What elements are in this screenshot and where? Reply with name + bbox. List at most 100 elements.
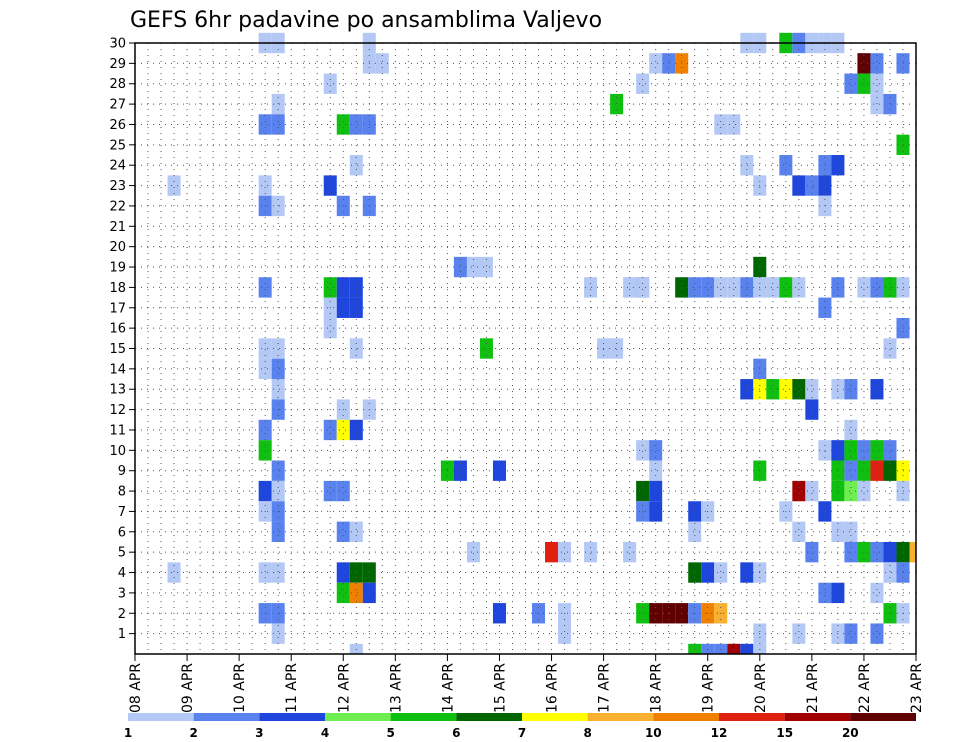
heatmap-cell bbox=[349, 419, 363, 441]
heatmap-cell bbox=[258, 277, 272, 298]
y-axis: 1234567891011121314151617181920212223242… bbox=[109, 37, 135, 642]
x-tick-label: 17 APR bbox=[597, 663, 613, 713]
heatmap-cell bbox=[857, 541, 871, 563]
y-tick-label: 26 bbox=[109, 118, 126, 133]
x-tick-label: 20 APR bbox=[753, 663, 769, 713]
colorbar-swatch bbox=[193, 713, 260, 721]
y-tick-label: 6 bbox=[118, 525, 126, 540]
heatmap-cell bbox=[649, 460, 663, 481]
heatmap-cell bbox=[740, 562, 754, 583]
heatmap-cell bbox=[375, 53, 389, 74]
colorbar-label: 6 bbox=[452, 726, 460, 740]
colorbar-label: 3 bbox=[255, 726, 263, 740]
heatmap-cell bbox=[323, 419, 337, 441]
x-tick-label: 08 APR bbox=[128, 663, 144, 713]
heatmap-cell bbox=[857, 73, 871, 94]
heatmap-cell bbox=[258, 114, 272, 135]
heatmap-cell bbox=[336, 114, 350, 135]
colorbar-swatch bbox=[850, 713, 916, 721]
colorbar-label: 1 bbox=[124, 726, 132, 740]
heatmap-cell bbox=[857, 277, 871, 298]
heatmap-cell bbox=[870, 582, 884, 604]
heatmap-cells bbox=[167, 32, 916, 654]
heatmap-cell bbox=[623, 277, 637, 298]
y-tick-label: 24 bbox=[109, 159, 126, 174]
heatmap-cell bbox=[870, 53, 884, 74]
heatmap-cell bbox=[779, 155, 793, 176]
heatmap-cell bbox=[323, 73, 337, 94]
x-tick-label: 23 APR bbox=[909, 663, 925, 713]
heatmap-cell bbox=[909, 541, 916, 563]
heatmap-cell bbox=[649, 480, 663, 502]
y-tick-label: 20 bbox=[109, 240, 126, 255]
colorbar-label: 12 bbox=[711, 726, 728, 740]
heatmap-cell bbox=[818, 440, 832, 461]
heatmap-cell bbox=[349, 582, 363, 604]
heatmap-cell bbox=[271, 379, 285, 400]
heatmap-cell bbox=[870, 623, 884, 644]
x-tick-label: 12 APR bbox=[336, 663, 352, 713]
x-tick-label: 21 APR bbox=[805, 663, 821, 713]
heatmap-cell bbox=[701, 277, 715, 298]
heatmap-cell bbox=[336, 277, 350, 298]
heatmap-cell bbox=[336, 419, 350, 441]
heatmap-cell bbox=[492, 460, 506, 481]
heatmap-cell bbox=[727, 277, 741, 298]
x-tick-label: 14 APR bbox=[440, 663, 456, 713]
colorbar-swatch bbox=[390, 713, 457, 721]
y-tick-label: 5 bbox=[118, 546, 126, 561]
heatmap-cell bbox=[870, 93, 884, 115]
y-tick-label: 3 bbox=[118, 586, 126, 601]
heatmap-cell bbox=[558, 541, 572, 563]
y-tick-label: 13 bbox=[109, 383, 126, 398]
heatmap-cell bbox=[271, 521, 285, 542]
y-tick-label: 9 bbox=[118, 464, 126, 479]
y-tick-label: 23 bbox=[109, 179, 126, 194]
y-tick-label: 8 bbox=[118, 485, 126, 500]
heatmap-cell bbox=[623, 541, 637, 563]
heatmap-cell bbox=[883, 460, 897, 481]
heatmap-cell bbox=[870, 277, 884, 298]
heatmap-cell bbox=[792, 521, 806, 542]
heatmap-cell bbox=[714, 643, 728, 654]
heatmap-cell bbox=[792, 480, 806, 502]
heatmap-cell bbox=[349, 114, 363, 135]
x-tick-label: 13 APR bbox=[388, 663, 404, 713]
heatmap-cell bbox=[896, 480, 910, 502]
heatmap-cell bbox=[701, 643, 715, 654]
heatmap-cell bbox=[479, 256, 493, 278]
heatmap-cell bbox=[844, 541, 858, 563]
x-tick-label: 10 APR bbox=[232, 663, 248, 713]
heatmap-cell bbox=[792, 623, 806, 644]
heatmap-cell bbox=[336, 562, 350, 583]
x-tick-label: 15 APR bbox=[493, 663, 509, 713]
heatmap-cell bbox=[740, 643, 754, 654]
heatmap-cell bbox=[271, 480, 285, 502]
heatmap-cell bbox=[896, 134, 910, 156]
heatmap-cell bbox=[727, 114, 741, 135]
heatmap-cell bbox=[844, 73, 858, 94]
heatmap-cell bbox=[701, 562, 715, 583]
heatmap-cell bbox=[649, 53, 663, 74]
heatmap-cell bbox=[805, 379, 819, 400]
heatmap-cell bbox=[349, 155, 363, 176]
heatmap-cell bbox=[636, 73, 650, 94]
heatmap-cell bbox=[883, 338, 897, 359]
colorbar-label: 2 bbox=[190, 726, 198, 740]
heatmap-cell bbox=[870, 460, 884, 481]
heatmap-cell bbox=[584, 277, 598, 298]
y-tick-label: 7 bbox=[118, 505, 126, 520]
colorbar-label: 20 bbox=[842, 726, 859, 740]
heatmap-cell bbox=[740, 155, 754, 176]
y-tick-label: 2 bbox=[118, 607, 126, 622]
heatmap-cell bbox=[857, 440, 871, 461]
heatmap-cell bbox=[844, 419, 858, 441]
heatmap-cell bbox=[258, 440, 272, 461]
heatmap-cell bbox=[818, 582, 832, 604]
heatmap-cell bbox=[792, 277, 806, 298]
y-tick-label: 12 bbox=[109, 403, 126, 418]
heatmap-cell bbox=[727, 643, 741, 654]
y-tick-label: 17 bbox=[109, 301, 126, 316]
y-tick-label: 28 bbox=[109, 77, 126, 92]
heatmap-cell bbox=[766, 277, 780, 298]
